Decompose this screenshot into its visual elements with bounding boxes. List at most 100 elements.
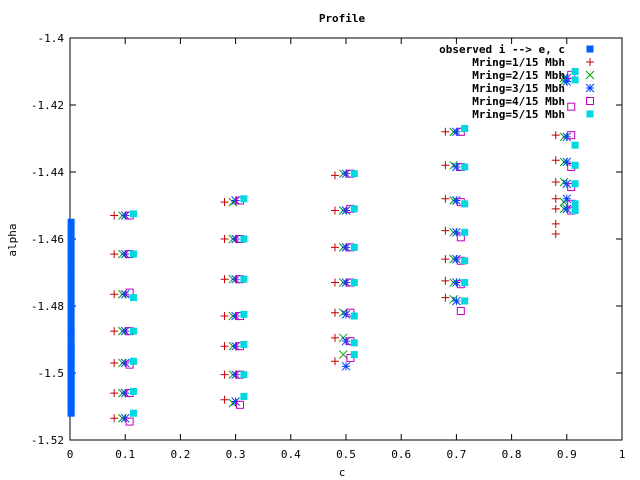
- data-point: [231, 274, 240, 284]
- data-point: [129, 327, 137, 335]
- data-point: [220, 370, 229, 379]
- legend-marker: [585, 83, 595, 93]
- data-point: [129, 210, 137, 218]
- legend-label: Mring=2/15 Mbh: [472, 69, 565, 82]
- data-point: [562, 77, 572, 86]
- data-point: [441, 255, 450, 264]
- series-4: [120, 73, 572, 423]
- data-point: [67, 347, 75, 355]
- data-point: [551, 219, 560, 228]
- data-point: [350, 351, 358, 359]
- data-point: [110, 250, 119, 259]
- data-point: [231, 196, 240, 205]
- data-point: [67, 252, 75, 260]
- data-point: [441, 161, 450, 170]
- data-point: [67, 258, 75, 266]
- data-point: [551, 194, 560, 203]
- data-point: [67, 299, 75, 307]
- x-tick-label: 1: [619, 448, 626, 461]
- data-point: [441, 194, 450, 203]
- data-point: [330, 171, 339, 180]
- data-point: [567, 102, 576, 111]
- data-point: [350, 243, 358, 251]
- data-point: [461, 124, 469, 132]
- data-point: [231, 311, 240, 321]
- data-point: [452, 196, 461, 205]
- data-point: [330, 243, 339, 252]
- data-point: [461, 200, 469, 208]
- data-point: [67, 272, 75, 280]
- data-point: [571, 161, 579, 169]
- data-point: [571, 207, 579, 215]
- data-point: [125, 417, 134, 426]
- data-point: [551, 178, 560, 187]
- data-point: [67, 305, 75, 313]
- chart-title: Profile: [319, 12, 366, 25]
- data-point: [562, 204, 572, 214]
- x-tick-label: 0.1: [115, 448, 135, 461]
- y-axis-label: alpha: [6, 223, 19, 256]
- y-tick-label: -1.42: [31, 99, 64, 112]
- data-point: [461, 279, 469, 287]
- data-point: [67, 232, 75, 240]
- data-point: [67, 409, 75, 417]
- data-point: [571, 200, 579, 208]
- x-tick-label: 0.6: [391, 448, 411, 461]
- series-6: [129, 68, 579, 417]
- data-point: [452, 162, 461, 172]
- data-point: [231, 341, 240, 351]
- data-point: [67, 245, 75, 253]
- data-point: [452, 227, 461, 237]
- data-point: [441, 127, 450, 136]
- data-point: [129, 409, 137, 417]
- data-point: [562, 132, 572, 142]
- data-point: [220, 395, 229, 404]
- data-point: [129, 357, 137, 365]
- x-tick-label: 0.5: [336, 448, 356, 461]
- data-point: [231, 234, 240, 244]
- data-point: [110, 211, 119, 220]
- data-point: [240, 310, 248, 318]
- data-point: [67, 285, 75, 293]
- data-point: [67, 238, 75, 246]
- data-point: [452, 296, 461, 306]
- data-point: [461, 228, 469, 236]
- data-point: [571, 68, 579, 75]
- legend-label: Mring=1/15 Mbh: [472, 56, 565, 69]
- data-point: [562, 179, 572, 189]
- data-point: [240, 195, 248, 203]
- data-point: [452, 127, 461, 137]
- data-point: [220, 235, 229, 243]
- data-point: [551, 204, 560, 213]
- data-point: [110, 414, 119, 423]
- data-point: [341, 243, 351, 252]
- y-tick-label: -1.44: [31, 166, 64, 179]
- data-point: [567, 131, 576, 140]
- data-point: [220, 275, 229, 284]
- y-tick-label: -1.5: [38, 367, 65, 380]
- data-point: [341, 361, 351, 371]
- x-tick-label: 0.9: [557, 448, 577, 461]
- axis-ticks: 0 0.1 0.2 0.3 0.4 0.5 0.6 0.7 0.8 0.9 1 -1.4 -1.42 -1…: [31, 32, 625, 461]
- data-point: [350, 279, 358, 287]
- data-point: [330, 206, 339, 215]
- y-tick-label: -1.4: [38, 32, 65, 45]
- data-point: [240, 392, 248, 400]
- x-tick-label: 0.7: [446, 448, 466, 461]
- data-point: [350, 339, 358, 347]
- y-tick-label: -1.48: [31, 300, 64, 313]
- data-point: [341, 206, 351, 215]
- data-point: [571, 141, 579, 149]
- legend-label: Mring=5/15 Mbh: [472, 108, 565, 121]
- data-point: [67, 279, 75, 287]
- legend-marker: [586, 110, 594, 118]
- x-tick-label: 0: [67, 448, 74, 461]
- data-point: [551, 156, 560, 165]
- data-point: [240, 341, 248, 349]
- data-point: [125, 288, 134, 297]
- data-point: [571, 180, 579, 188]
- data-point: [110, 327, 119, 336]
